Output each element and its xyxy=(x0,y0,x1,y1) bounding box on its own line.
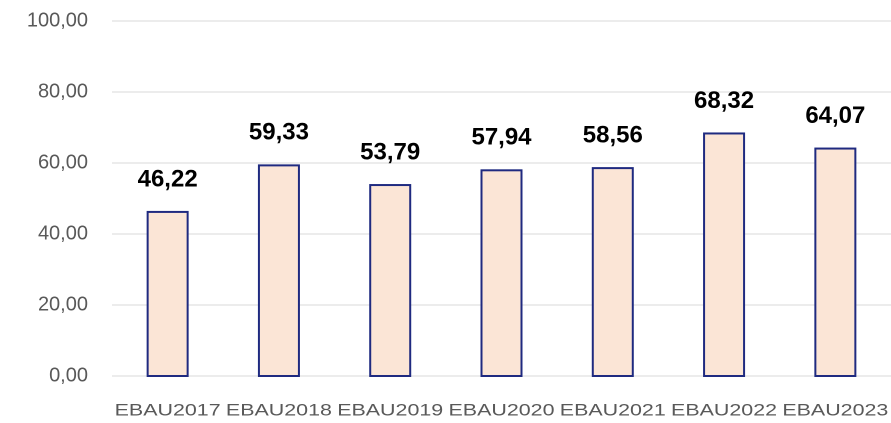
x-tick-label: EBAU2019 xyxy=(337,400,443,419)
data-label: 46,22 xyxy=(138,165,198,192)
x-tick-label: EBAU2018 xyxy=(226,400,332,419)
bar xyxy=(257,164,300,377)
data-label: 53,79 xyxy=(360,138,420,165)
bar xyxy=(480,169,523,377)
bar xyxy=(369,184,412,377)
bar xyxy=(146,210,189,377)
y-tick-label: 20,00 xyxy=(38,293,88,315)
y-tick-label: 60,00 xyxy=(38,151,88,173)
x-tick-label: EBAU2023 xyxy=(782,400,888,419)
x-tick-label: EBAU2017 xyxy=(115,400,221,419)
data-label: 58,56 xyxy=(583,121,643,148)
data-label: 57,94 xyxy=(471,124,532,151)
y-tick-label: 40,00 xyxy=(38,222,88,244)
y-tick-label: 100,00 xyxy=(27,9,88,31)
bar xyxy=(814,147,857,377)
x-tick-label: EBAU2020 xyxy=(449,400,555,419)
y-tick-label: 80,00 xyxy=(38,80,88,102)
data-label: 59,33 xyxy=(249,119,309,146)
x-tick-label: EBAU2021 xyxy=(560,400,666,419)
bar xyxy=(703,132,746,377)
x-tick-label: EBAU2022 xyxy=(671,400,777,419)
bar xyxy=(591,167,634,377)
y-tick-label: 0,00 xyxy=(49,364,88,386)
data-label: 68,32 xyxy=(694,87,754,114)
data-label: 64,07 xyxy=(805,102,865,129)
